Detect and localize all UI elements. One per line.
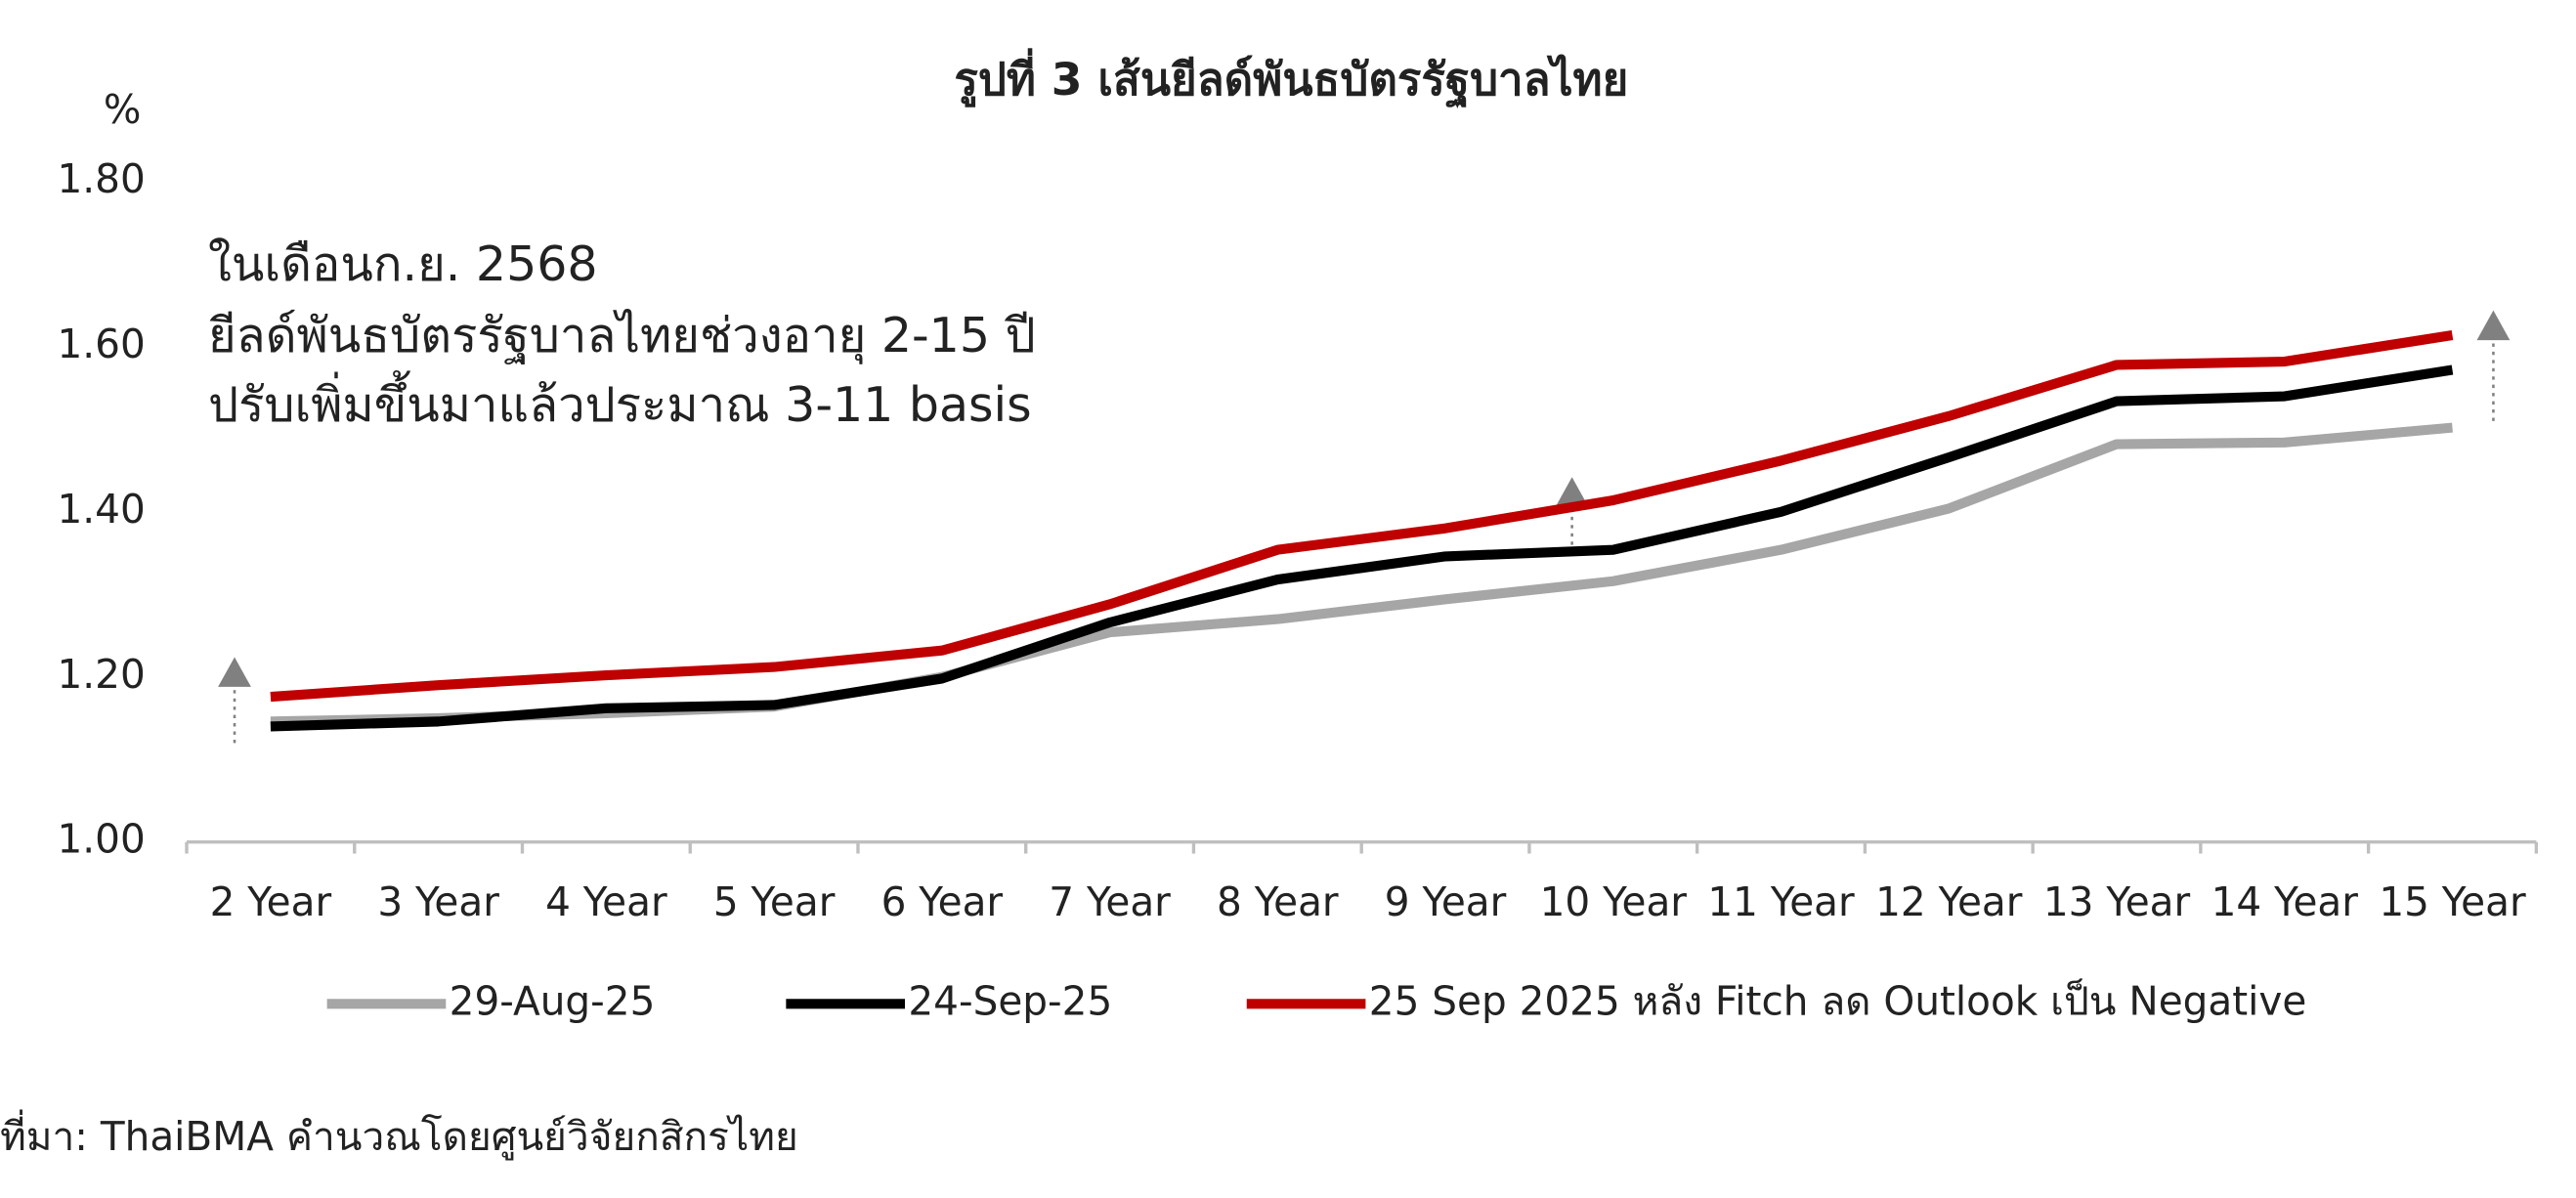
legend-label: 29-Aug-25: [450, 977, 656, 1024]
series-line: [270, 364, 2454, 732]
annotation: ในเดือนก.ย. 2568: [208, 236, 598, 292]
x-tick-label: 5 Year: [713, 878, 836, 925]
x-tick-label: 10 Year: [1540, 878, 1688, 925]
x-tick-label: 9 Year: [1385, 878, 1507, 925]
y-tick-label: 1.80: [57, 155, 145, 202]
y-tick-label: 1.20: [57, 651, 145, 698]
source: ที่มา: ThaiBMA คำนวณโดยศูนย์วิจัยกสิกรไท…: [0, 1109, 798, 1161]
x-tick-label: 11 Year: [1707, 878, 1855, 925]
arrows: [218, 310, 2511, 744]
x-tick-label: 14 Year: [2211, 878, 2359, 925]
y-tick-label: 1.60: [57, 321, 145, 367]
x-tick-label: 3 Year: [377, 878, 499, 925]
x-tick-label: 4 Year: [545, 878, 667, 925]
x-tick-label: 6 Year: [881, 878, 1004, 925]
legend-label: 24-Sep-25: [908, 977, 1112, 1024]
annotation: ยีลด์พันธบัตรรัฐบาลไทยช่วงอายุ 2-15 ปี: [208, 308, 1036, 364]
x-tick-label: 2 Year: [210, 878, 332, 925]
chart-title: รูปที่ 3 เส้นยีลด์พันธบัตรรัฐบาลไทย: [954, 48, 1628, 108]
legend-label: 25 Sep 2025 หลัง Fitch ลด Outlook เป็น N…: [1369, 977, 2307, 1024]
x-tick-label: 7 Year: [1049, 878, 1171, 925]
x-tick-label: 12 Year: [1875, 878, 2023, 925]
series-line: [270, 329, 2454, 703]
y-tick-label: 1.40: [57, 486, 145, 533]
x-tick-label: 8 Year: [1217, 878, 1339, 925]
annotation: ปรับเพิ่มขึ้นมาแล้วประมาณ 3-11 basis: [208, 370, 1032, 433]
y-tick-label: 1.00: [57, 816, 145, 863]
x-tick-label: 15 Year: [2379, 878, 2526, 925]
x-tick-label: 13 Year: [2043, 878, 2191, 925]
y-axis-label: %: [104, 86, 142, 133]
